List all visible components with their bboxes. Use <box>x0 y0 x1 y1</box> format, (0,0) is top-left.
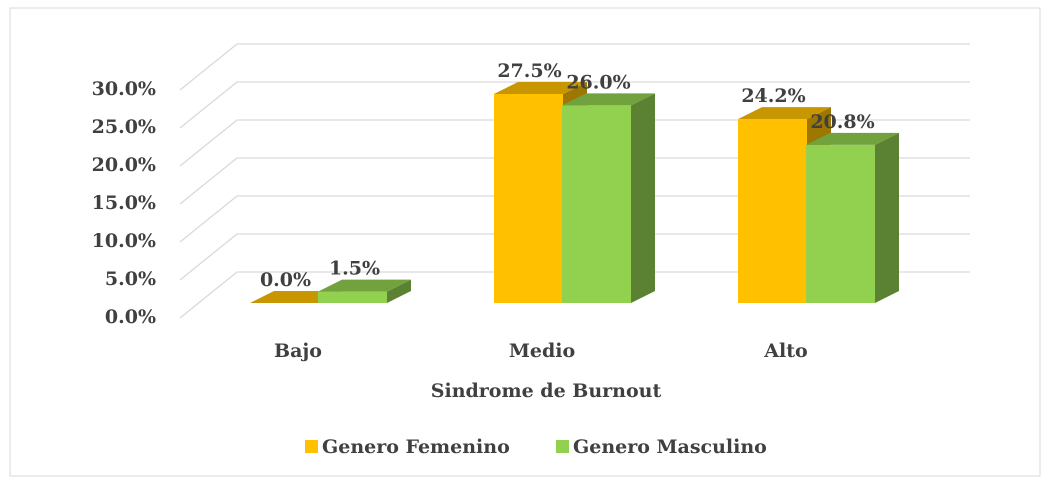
grid-line <box>179 233 970 281</box>
chart-border <box>9 7 1041 477</box>
bar-face <box>562 93 655 106</box>
data-label: 26.0% <box>566 71 630 93</box>
bar-face <box>494 82 587 94</box>
bar-face <box>806 144 875 303</box>
bar-face <box>318 291 387 303</box>
data-label: 27.5% <box>497 60 561 82</box>
x-axis-title: Sindrome de Burnout <box>431 380 662 402</box>
grid-line <box>179 43 970 91</box>
grid-line <box>179 119 970 167</box>
data-label: 1.5% <box>329 258 380 280</box>
legend-swatch <box>305 440 318 453</box>
legend-label: Genero Masculino <box>573 436 767 458</box>
legend-swatch <box>556 440 569 453</box>
bar-face <box>318 279 411 292</box>
y-tick-label: 20.0% <box>92 154 156 176</box>
grid-line <box>179 271 970 319</box>
x-tick-label: Medio <box>509 340 575 362</box>
bar-face <box>562 105 631 304</box>
bar-face <box>875 132 899 303</box>
y-tick-label: 30.0% <box>92 78 156 100</box>
x-tick-label: Alto <box>763 340 807 362</box>
data-label: 20.8% <box>810 111 874 133</box>
bar-face <box>806 132 899 145</box>
bar-face <box>631 93 655 304</box>
data-label: 0.0% <box>260 269 311 291</box>
bar-face <box>738 119 807 303</box>
y-tick-label: 5.0% <box>105 268 156 290</box>
bar <box>806 132 899 303</box>
grid-line <box>179 157 970 205</box>
y-tick-label: 10.0% <box>92 230 156 252</box>
y-tick-label: 0.0% <box>105 306 156 328</box>
legend-label: Genero Femenino <box>322 436 510 458</box>
bar-face <box>738 107 831 120</box>
bar-face <box>494 94 563 303</box>
data-label: 24.2% <box>741 85 805 107</box>
grid-line <box>179 81 970 129</box>
y-tick-label: 25.0% <box>92 116 156 138</box>
bar <box>318 279 411 303</box>
grid-line <box>179 195 970 243</box>
y-tick-label: 15.0% <box>92 192 156 214</box>
bar-face <box>387 279 411 303</box>
x-tick-label: Bajo <box>274 340 322 362</box>
bar <box>562 93 655 304</box>
